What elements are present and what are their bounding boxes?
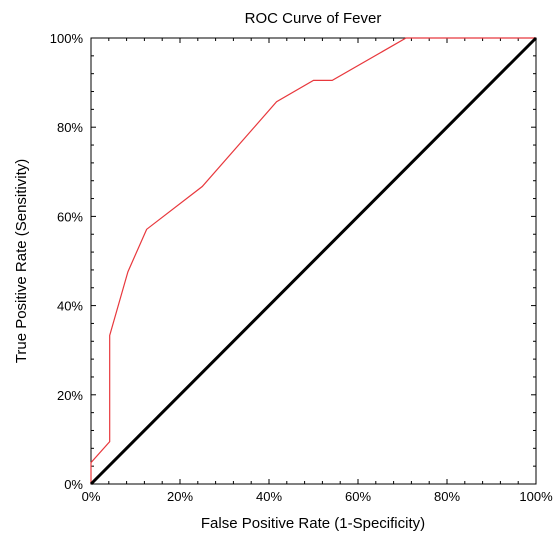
plot-area: 0% 20% 40% 60% 80% 100% 0% 20% 40% 60% 80% 100%	[50, 31, 553, 504]
x-tick-label: 40%	[256, 489, 282, 504]
chart-title: ROC Curve of Fever	[245, 10, 382, 27]
y-tick-label: 80%	[57, 120, 83, 135]
x-tick-label: 20%	[167, 489, 193, 504]
y-tick-label: 0%	[64, 477, 83, 492]
y-axis-title: True Positive Rate (Sensitivity)	[13, 159, 30, 364]
y-tick-label: 20%	[57, 388, 83, 403]
x-tick-label: 0%	[82, 489, 101, 504]
y-tick-label: 60%	[57, 209, 83, 224]
x-axis-title: False Positive Rate (1-Specificity)	[201, 515, 425, 532]
roc-curve-line	[90, 37, 536, 484]
y-tick-label: 40%	[57, 299, 83, 314]
plot-frame	[90, 37, 537, 485]
reference-diagonal-line	[89, 36, 538, 486]
x-tick-label: 80%	[434, 489, 460, 504]
x-tick-label: 60%	[345, 489, 371, 504]
x-tick-label: 100%	[519, 489, 553, 504]
y-tick-label: 100%	[50, 31, 84, 46]
